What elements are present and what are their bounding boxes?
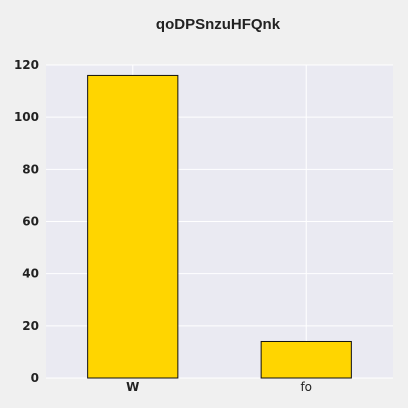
bar-W xyxy=(87,74,179,379)
x-tick-label-fo: fo xyxy=(300,380,312,394)
bars xyxy=(87,74,352,379)
y-axis-ticks: 0 20 40 60 80 100 120 xyxy=(14,58,39,385)
y-tick-label: 80 xyxy=(22,162,39,176)
y-tick-label: 100 xyxy=(14,110,39,124)
y-tick-label: 40 xyxy=(22,267,39,281)
chart-title: qoDPSnzuHFQnk xyxy=(156,16,281,33)
x-tick-label-W: W xyxy=(126,380,139,394)
y-tick-label: 20 xyxy=(22,319,39,333)
y-tick-label: 60 xyxy=(22,215,39,229)
bar-fo xyxy=(260,340,352,379)
y-tick-label: 0 xyxy=(31,371,39,385)
y-tick-label: 120 xyxy=(14,58,39,72)
